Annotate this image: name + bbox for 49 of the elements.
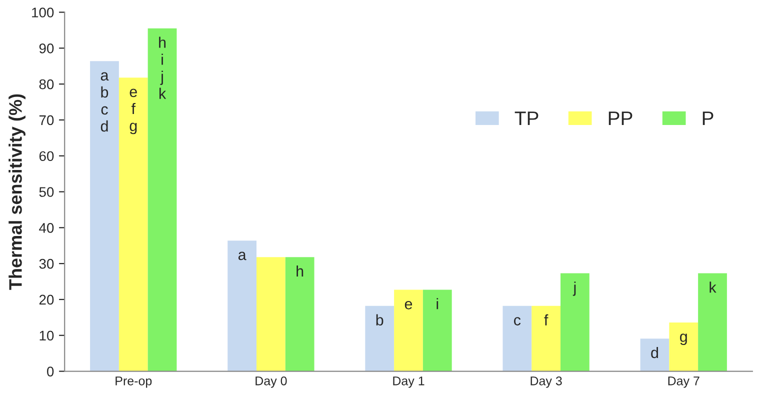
data-label: b xyxy=(376,314,384,326)
y-tick-label: 80 xyxy=(39,79,54,90)
bar xyxy=(118,78,148,372)
bar xyxy=(698,273,727,372)
y-tick-label: 20 xyxy=(39,294,54,305)
y-tick-label: 70 xyxy=(39,115,54,126)
data-label: a xyxy=(238,252,246,260)
y-tick-label: 10 xyxy=(40,330,54,341)
data-label: i xyxy=(436,298,438,310)
bar xyxy=(256,257,286,372)
bar xyxy=(532,306,561,372)
data-label: h xyxy=(296,265,304,277)
bar xyxy=(285,257,314,372)
legend-label: P xyxy=(702,112,714,125)
bar xyxy=(148,28,177,372)
x-tick-label: Day 0 xyxy=(256,376,287,388)
data-label: k xyxy=(710,282,716,293)
bar xyxy=(669,322,698,372)
bar xyxy=(365,306,394,372)
bar xyxy=(394,290,423,372)
data-label: j xyxy=(572,282,576,296)
data-label: c xyxy=(514,317,521,326)
data-label: e f g xyxy=(130,88,137,134)
data-label: f xyxy=(544,314,548,326)
x-tick-label: Pre-op xyxy=(116,376,152,388)
legend-label: PP xyxy=(608,112,632,125)
y-tick-label: 0 xyxy=(47,366,54,376)
bar xyxy=(422,290,452,372)
data-label: e xyxy=(404,300,412,310)
legend-label: TP xyxy=(514,112,538,125)
bar xyxy=(228,240,256,372)
data-label: a b c d xyxy=(100,72,109,132)
x-tick-label: Day 1 xyxy=(393,376,424,388)
bar xyxy=(560,273,590,372)
bar xyxy=(90,61,119,372)
data-label: d xyxy=(651,346,658,358)
data-label: g xyxy=(680,334,687,346)
y-tick-label: 40 xyxy=(39,223,54,233)
bar xyxy=(502,306,532,372)
y-tick-label: 90 xyxy=(39,43,54,54)
x-tick-label: Day 3 xyxy=(530,376,562,388)
y-tick-label: 100 xyxy=(32,8,54,18)
y-tick-label: 30 xyxy=(39,258,54,269)
y-tick-label: 50 xyxy=(39,187,54,197)
data-label: h i j k xyxy=(159,36,166,99)
x-tick-label: Day 7 xyxy=(668,376,700,388)
y-tick-label: 60 xyxy=(39,151,54,162)
y-axis-title: Thermal sensitivity (%) xyxy=(8,94,26,290)
bar xyxy=(640,338,670,372)
